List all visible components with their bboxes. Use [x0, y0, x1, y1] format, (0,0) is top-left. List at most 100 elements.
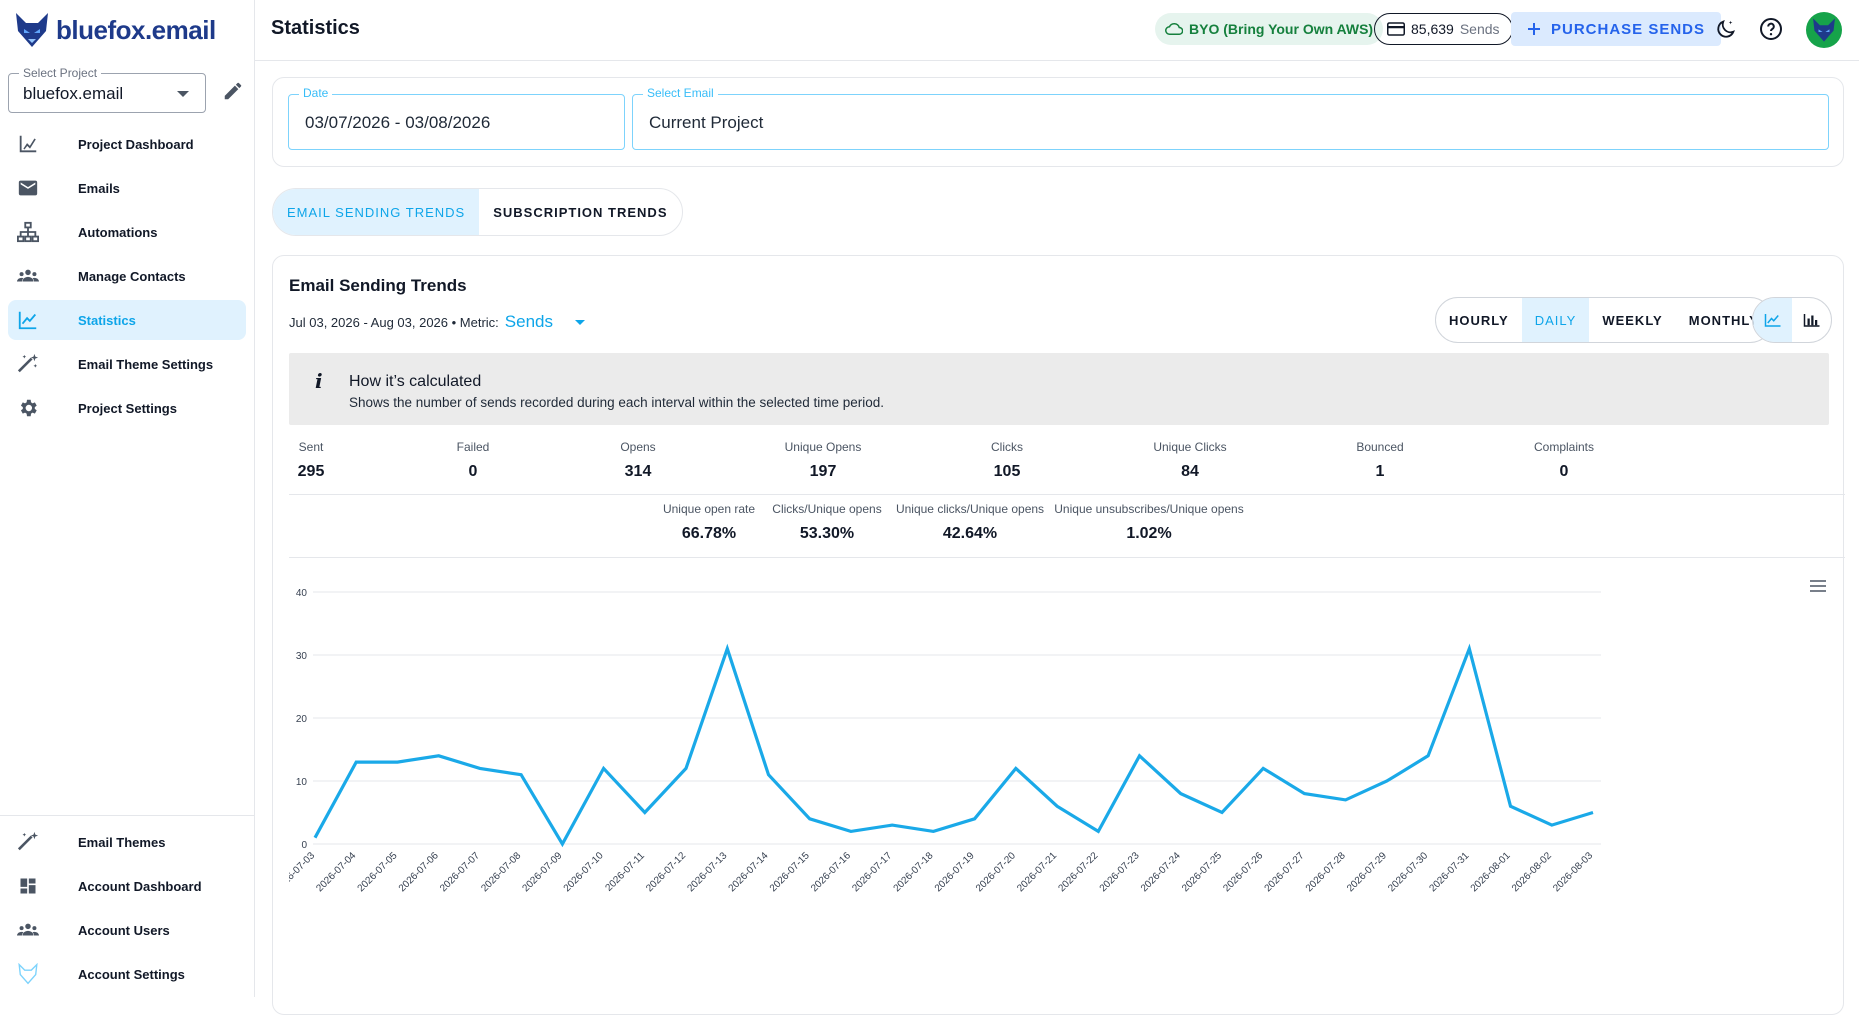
line-chart-icon: [1764, 314, 1780, 327]
data-point[interactable]: [889, 822, 895, 828]
line-chart-toggle[interactable]: [1753, 298, 1792, 342]
brand-logo[interactable]: bluefox.email: [12, 8, 216, 52]
gear-icon: [16, 396, 40, 420]
nav-item-email-theme-settings[interactable]: Email Theme Settings: [8, 344, 246, 384]
purchase-label: PURCHASE SENDS: [1551, 20, 1706, 38]
date-field-label: Date: [299, 86, 333, 100]
data-point[interactable]: [518, 772, 524, 778]
help-button[interactable]: [1759, 17, 1783, 41]
nav-label: Account Dashboard: [78, 878, 202, 894]
magic-wand-icon: [16, 352, 40, 376]
tab-subscription-trends[interactable]: SUBSCRIPTION TRENDS: [493, 204, 668, 220]
sitemap-icon: [16, 220, 40, 244]
data-point[interactable]: [1137, 753, 1143, 759]
chart-dashboard-icon: [16, 132, 40, 156]
data-point[interactable]: [1013, 765, 1019, 771]
data-point[interactable]: [1301, 791, 1307, 797]
email-field-label: Select Email: [643, 86, 718, 100]
email-sending-trends-card: Email Sending Trends Jul 03, 2026 - Aug …: [272, 255, 1845, 1015]
project-select-label: Select Project: [19, 66, 102, 80]
x-tick-label: 2026-07-05: [356, 850, 400, 894]
info-box: i How it’s calculated Shows the number o…: [289, 353, 1829, 425]
cloud-icon: [1165, 23, 1183, 35]
data-point[interactable]: [765, 772, 771, 778]
data-point[interactable]: [683, 765, 689, 771]
nav-item-statistics[interactable]: Statistics: [8, 300, 246, 340]
nav-item-account-settings[interactable]: Account Settings: [8, 954, 246, 994]
sends-balance-chip[interactable]: 85,639 Sends: [1374, 13, 1513, 45]
data-point[interactable]: [1508, 803, 1514, 809]
data-point[interactable]: [1549, 822, 1555, 828]
data-point[interactable]: [1219, 810, 1225, 816]
interval-weekly[interactable]: WEEKLY: [1602, 312, 1663, 328]
data-point[interactable]: [1466, 646, 1472, 652]
chart-menu-icon[interactable]: [1809, 579, 1827, 593]
user-avatar[interactable]: [1806, 12, 1842, 48]
nav-item-emails[interactable]: Emails: [8, 168, 246, 208]
interval-hourly[interactable]: HOURLY: [1449, 312, 1509, 328]
data-point[interactable]: [1054, 803, 1060, 809]
nav-label: Statistics: [78, 312, 136, 328]
data-point[interactable]: [642, 810, 648, 816]
data-point[interactable]: [1178, 791, 1184, 797]
help-circle-icon: [1760, 18, 1782, 40]
data-point[interactable]: [1343, 797, 1349, 803]
data-point[interactable]: [930, 828, 936, 834]
data-point[interactable]: [1095, 828, 1101, 834]
interval-monthly[interactable]: MONTHLY: [1688, 312, 1759, 328]
nav-item-manage-contacts[interactable]: Manage Contacts: [8, 256, 246, 296]
data-point[interactable]: [972, 816, 978, 822]
x-tick-label: 2026-07-27: [1263, 850, 1307, 894]
purchase-sends-button[interactable]: PURCHASE SENDS: [1511, 12, 1722, 46]
rate-unsubscribes-unique-opens: Unique unsubscribes/Unique opens 1.02%: [1054, 502, 1244, 542]
data-point[interactable]: [848, 828, 854, 834]
nav-item-account-dashboard[interactable]: Account Dashboard: [8, 866, 246, 906]
nav-item-project-dashboard[interactable]: Project Dashboard: [8, 124, 246, 164]
data-point[interactable]: [601, 765, 607, 771]
nav-item-automations[interactable]: Automations: [8, 212, 246, 252]
data-point[interactable]: [436, 753, 442, 759]
data-point[interactable]: [353, 759, 359, 765]
page-title: Statistics: [271, 17, 360, 39]
edit-project-button[interactable]: [222, 80, 246, 104]
users-icon: [16, 264, 40, 288]
card-title: Email Sending Trends: [289, 276, 467, 295]
data-point[interactable]: [312, 835, 318, 841]
nav-label: Automations: [78, 224, 158, 240]
data-point[interactable]: [1260, 765, 1266, 771]
project-select[interactable]: Select Project bluefox.email: [8, 66, 206, 113]
bar-chart-toggle[interactable]: [1792, 298, 1831, 342]
fox-logo-icon: [16, 13, 48, 47]
metric-select[interactable]: Sends: [504, 312, 553, 331]
nav-item-project-settings[interactable]: Project Settings: [8, 388, 246, 428]
caret-down-icon[interactable]: [575, 319, 585, 325]
data-point[interactable]: [807, 816, 813, 822]
data-point[interactable]: [1590, 810, 1596, 816]
data-point[interactable]: [477, 765, 483, 771]
byo-chip[interactable]: BYO (Bring Your Own AWS): [1155, 13, 1384, 45]
stat-bounced: Bounced 1: [1356, 440, 1404, 480]
tab-email-sending-trends[interactable]: EMAIL SENDING TRENDS: [273, 189, 480, 235]
data-point[interactable]: [724, 646, 730, 652]
y-tick-label: 40: [296, 588, 308, 599]
nav-label: Project Settings: [78, 400, 177, 416]
bar-chart-icon: [1803, 314, 1819, 327]
magic-wand-icon: [16, 830, 40, 854]
interval-daily[interactable]: DAILY: [1521, 298, 1590, 342]
x-tick-label: 2026-07-08: [479, 850, 523, 894]
data-point[interactable]: [1425, 753, 1431, 759]
fox-avatar-icon: [1813, 18, 1835, 42]
data-point[interactable]: [1384, 778, 1390, 784]
email-field-value: Current Project: [649, 113, 764, 132]
data-point[interactable]: [559, 841, 565, 847]
dark-mode-toggle[interactable]: [1714, 17, 1738, 41]
select-email-field[interactable]: Select Email Current Project: [632, 86, 1829, 150]
nav-item-account-users[interactable]: Account Users: [8, 910, 246, 950]
nav-label: Emails: [78, 180, 120, 196]
grid-dashboard-icon: [16, 874, 40, 898]
x-tick-label: 2026-07-24: [1139, 850, 1183, 894]
stat-unique-opens: Unique Opens 197: [784, 440, 862, 480]
nav-item-email-themes[interactable]: Email Themes: [8, 822, 246, 862]
data-point[interactable]: [394, 759, 400, 765]
date-range-field[interactable]: Date 03/07/2026 - 03/08/2026: [288, 86, 625, 150]
